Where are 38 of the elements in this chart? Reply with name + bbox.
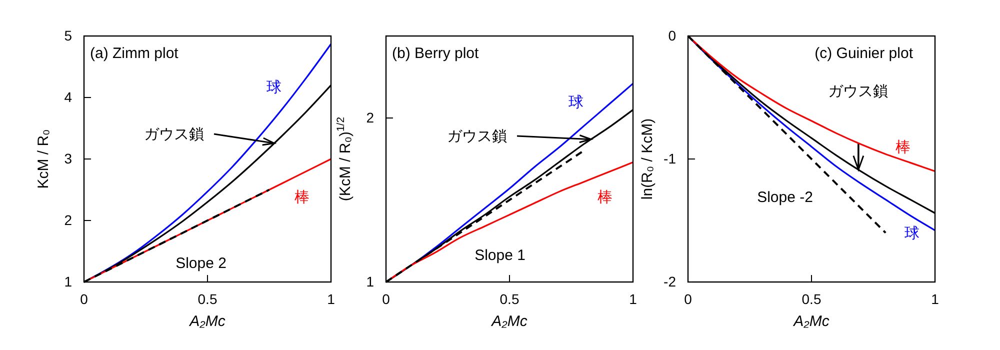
text: (b) Berry plot <box>392 45 480 62</box>
y-tick-label: -1 <box>664 150 676 166</box>
y-axis-title: KcM / R₀ <box>35 129 52 189</box>
y-axis-title: ln(R₀ / KcM) <box>639 118 656 200</box>
text: (a) Zimm plot <box>90 45 180 62</box>
x-tick-label: 0 <box>684 290 692 307</box>
text: (c) Guinier plot <box>814 45 914 62</box>
legend-label: ガウス鎖 <box>144 126 204 143</box>
legend-label: ガウス鎖 <box>447 128 507 145</box>
x-axis-title: A₂Mc <box>490 313 528 330</box>
y-tick-label: 1 <box>64 273 72 290</box>
series-label: 球 <box>568 94 584 111</box>
y-tick-label: 5 <box>64 27 72 44</box>
text: ガウス鎖 <box>828 83 888 100</box>
x-tick-label: 0 <box>80 290 88 307</box>
y-tick-label: 0 <box>668 27 676 44</box>
y-tick-label: 3 <box>64 150 72 166</box>
annotation: Slope -2 <box>757 189 813 206</box>
y-tick-label: 4 <box>64 88 72 105</box>
series-label: 棒 <box>294 189 310 206</box>
x-tick-label: 0 <box>382 290 390 307</box>
x-tick-label: 0.5 <box>500 290 520 307</box>
y-tick-label: -2 <box>664 273 676 290</box>
annotation: Slope 1 <box>474 247 526 264</box>
x-axis-title: A₂Mc <box>188 313 226 330</box>
series-label: 球 <box>266 79 282 96</box>
x-tick-label: 0.5 <box>802 290 822 307</box>
series-label: 棒 <box>896 139 910 156</box>
annotation: Slope 2 <box>176 255 226 272</box>
y-tick-label: 2 <box>64 212 72 228</box>
x-tick-label: 1 <box>327 290 336 307</box>
x-tick-label: 0.5 <box>198 290 218 307</box>
series-label: 球 <box>904 225 920 242</box>
x-axis-title: A₂Mc <box>792 313 830 330</box>
series-label: 棒 <box>598 189 612 206</box>
x-tick-label: 1 <box>931 290 940 307</box>
y-tick-label: 2 <box>366 109 374 126</box>
x-tick-label: 1 <box>629 290 638 307</box>
